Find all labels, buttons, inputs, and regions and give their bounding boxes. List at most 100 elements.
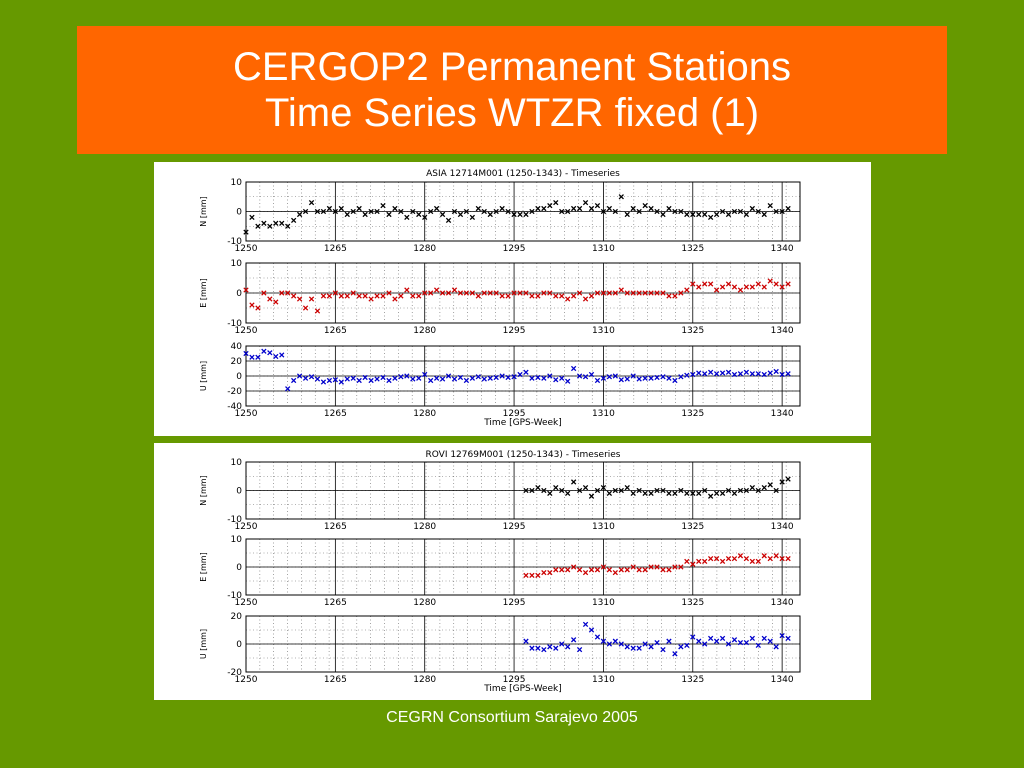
data-point-E (410, 293, 416, 299)
data-point-N (678, 487, 684, 494)
data-point-U (725, 369, 732, 375)
y-axis-label: E [mm] (199, 278, 208, 307)
data-point-E (576, 567, 583, 573)
data-point-E (660, 567, 666, 573)
data-point-E (463, 290, 470, 296)
data-point-N (570, 479, 577, 485)
data-point-U (594, 634, 601, 640)
data-point-U (642, 375, 648, 381)
data-point-E (368, 296, 374, 302)
data-point-U (618, 641, 624, 647)
data-point-E (779, 284, 785, 290)
x-tick-label: 1280 (413, 598, 436, 608)
x-tick-label: 1340 (771, 598, 794, 608)
x-tick-label: 1265 (324, 244, 347, 254)
data-point-U (529, 375, 535, 381)
data-point-E (666, 293, 672, 299)
y-tick-label: -20 (227, 668, 242, 678)
data-point-E (380, 293, 386, 299)
x-tick-label: 1325 (681, 675, 704, 685)
data-point-E (302, 305, 309, 311)
data-point-U (332, 377, 339, 383)
x-tick-label: 1280 (413, 675, 436, 685)
data-point-U (517, 371, 523, 378)
x-tick-label: 1250 (235, 326, 258, 336)
data-point-E (684, 287, 690, 293)
data-point-U (666, 638, 672, 644)
data-point-E (696, 284, 702, 290)
data-point-E (523, 572, 529, 579)
data-point-U (707, 369, 714, 375)
data-point-E (374, 293, 380, 299)
data-point-N (368, 208, 374, 215)
subplot-U: 20 0 -20 U [mm] 1250 1265 1280 1295 1310 1325 1340 (199, 612, 801, 685)
data-point-U (433, 375, 440, 381)
data-point-E (553, 293, 559, 299)
data-point-U (648, 375, 654, 381)
data-point-N (487, 211, 493, 218)
y-tick-label: 10 (231, 535, 243, 545)
data-point-N (255, 223, 261, 229)
data-point-U (392, 375, 398, 381)
data-point-N (660, 487, 666, 494)
data-point-U (261, 348, 267, 354)
data-point-U (588, 627, 595, 633)
data-point-U (660, 646, 666, 653)
data-point-N (457, 211, 464, 218)
title-box: CERGOP2 Permanent Stations Time Series W… (77, 26, 947, 154)
data-point-U (374, 376, 380, 382)
data-point-U (279, 352, 285, 358)
data-point-U (779, 371, 785, 378)
data-point-E (433, 287, 440, 293)
x-tick-label: 1310 (592, 409, 615, 419)
data-point-E (285, 290, 291, 296)
data-point-E (666, 567, 672, 573)
x-tick-label: 1325 (681, 409, 704, 419)
y-tick-label: 0 (236, 372, 242, 382)
data-point-U (719, 370, 726, 376)
y-tick-label: 0 (236, 208, 242, 218)
data-point-N (314, 208, 321, 215)
data-point-N (737, 487, 744, 494)
x-tick-label: 1295 (503, 675, 526, 685)
data-point-E (475, 293, 481, 299)
x-tick-label: 1280 (413, 522, 436, 532)
data-point-N (445, 217, 452, 224)
data-point-U (666, 375, 672, 381)
data-point-N (529, 487, 535, 494)
x-tick-label: 1250 (235, 675, 258, 685)
data-point-E (594, 567, 601, 573)
axes-frame (245, 345, 801, 407)
data-point-N (428, 208, 434, 215)
data-point-E (713, 287, 720, 293)
data-point-N (713, 490, 720, 497)
axes-frame (245, 538, 801, 596)
data-point-E (249, 302, 255, 308)
data-point-U (779, 632, 785, 639)
data-point-E (499, 293, 505, 299)
data-point-U (511, 374, 517, 380)
data-point-E (594, 290, 601, 296)
data-point-N (600, 484, 607, 491)
data-point-E (320, 293, 327, 299)
data-point-N (362, 211, 368, 218)
data-point-U (690, 371, 696, 378)
data-point-N (672, 490, 678, 497)
chart-panel-asia: ASIA 12714M001 (1250-1343) - Timeseries 1… (154, 162, 871, 436)
data-point-U (565, 644, 571, 650)
data-point-U (428, 377, 434, 384)
data-point-N (642, 490, 648, 497)
data-point-N (356, 205, 362, 212)
x-tick-label: 1340 (771, 326, 794, 336)
data-point-N (713, 211, 720, 218)
data-point-U (243, 350, 249, 357)
subplot-E: 10 0 -10 E [mm] 1250 1265 1280 1295 1310 1325 1340 (199, 259, 801, 336)
data-point-E (624, 290, 630, 296)
data-point-E (416, 293, 422, 299)
data-point-N (576, 205, 583, 212)
data-point-U (648, 644, 654, 650)
data-point-E (672, 293, 678, 299)
chart-title: ROVI 12769M001 (1250-1343) - Timeseries (425, 450, 620, 460)
data-point-E (445, 290, 452, 296)
data-point-U (285, 386, 291, 392)
